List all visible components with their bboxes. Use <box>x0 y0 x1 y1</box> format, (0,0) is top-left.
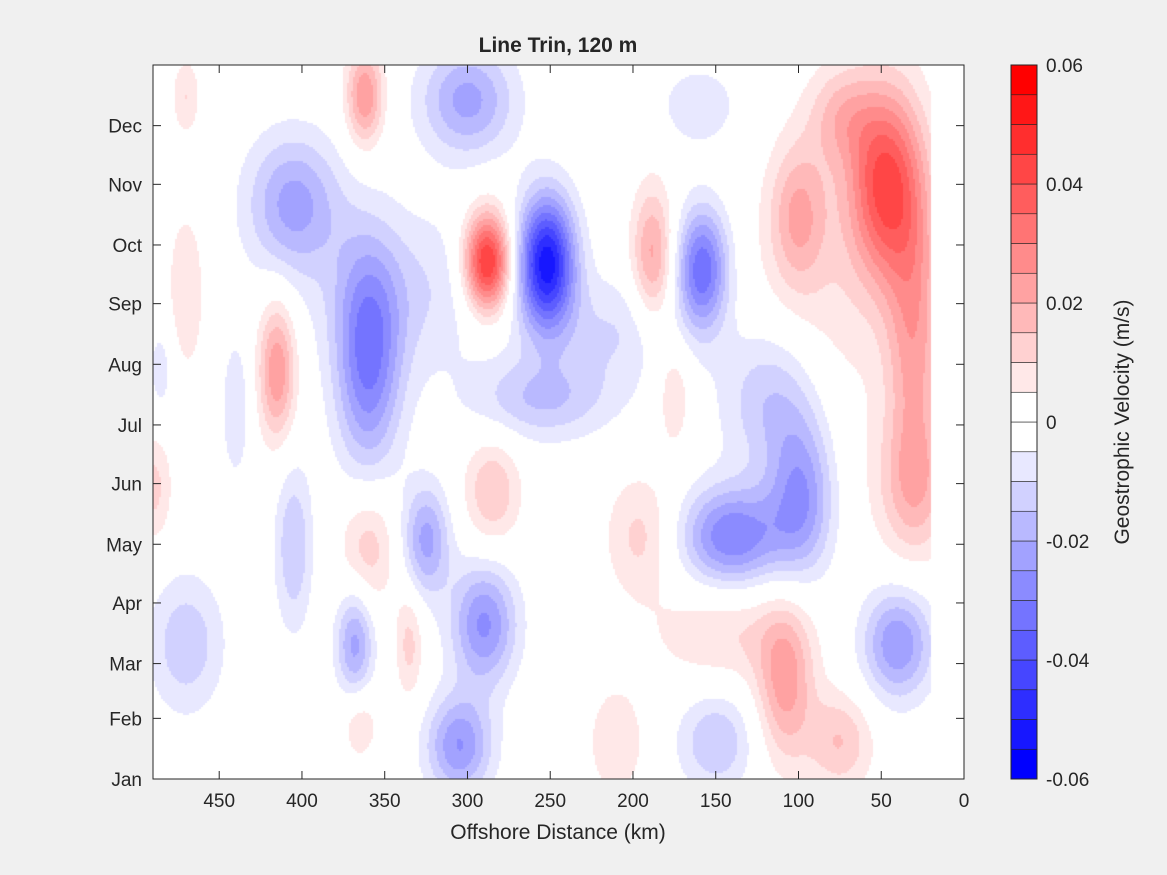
colorbar-level <box>1010 570 1038 601</box>
y-tick-label: Jul <box>118 416 142 437</box>
y-axis-tick-labels: Jan Feb Mar Apr May Jun Jul Aug Sep Oct Nov Dec <box>106 117 143 791</box>
colorbar-level <box>1010 213 1038 244</box>
colorbar-level <box>1010 391 1038 423</box>
colorbar-tick-label: 0 <box>1046 413 1057 434</box>
y-tick-label: Mar <box>109 655 142 676</box>
y-tick-label: Apr <box>112 594 142 615</box>
y-tick-label: Nov <box>108 175 142 196</box>
x-tick-label: 250 <box>534 791 566 812</box>
colorbar-level <box>1010 540 1038 572</box>
colorbar-level <box>1010 748 1038 780</box>
y-tick-label: Aug <box>108 355 142 376</box>
colorbar-tick-label: -0.02 <box>1046 532 1089 553</box>
colorbar-level <box>1010 243 1038 274</box>
colorbar-level <box>1010 64 1038 96</box>
x-tick-label: 50 <box>871 791 892 812</box>
colorbar-tick-label: 0.02 <box>1046 294 1083 315</box>
x-axis-label: Offshore Distance (km) <box>450 821 666 844</box>
colorbar-level <box>1010 332 1038 363</box>
x-axis-tick-labels: 0 50 100 150 200 250 300 350 400 450 <box>203 791 969 812</box>
colorbar-frame <box>1010 64 1038 780</box>
colorbar-level <box>1010 510 1038 542</box>
x-tick-label: 400 <box>286 791 318 812</box>
colorbar-level <box>1010 94 1038 125</box>
y-tick-label: Feb <box>109 709 142 730</box>
x-tick-label: 100 <box>783 791 815 812</box>
colorbar-level <box>1010 153 1038 185</box>
x-tick-label: 150 <box>700 791 732 812</box>
y-tick-label: May <box>106 535 142 556</box>
x-tick-label: 300 <box>452 791 484 812</box>
x-tick-label: 0 <box>959 791 970 812</box>
colorbar-level <box>1010 362 1038 393</box>
chart-title: Line Trin, 120 m <box>479 34 638 57</box>
colorbar-level <box>1010 629 1038 661</box>
y-tick-label: Jan <box>111 770 142 791</box>
y-tick-label: Dec <box>108 117 142 138</box>
x-tick-label: 200 <box>617 791 649 812</box>
colorbar-level <box>1010 481 1038 512</box>
y-tick-label: Sep <box>108 295 142 316</box>
contour-field <box>153 65 964 779</box>
colorbar-level <box>1010 719 1038 750</box>
colorbar <box>1010 64 1038 780</box>
y-tick-label: Jun <box>111 475 142 496</box>
colorbar-tick-label: 0.04 <box>1046 175 1083 196</box>
colorbar-level <box>1010 272 1038 304</box>
colorbar-level <box>1010 600 1038 631</box>
colorbar-level <box>1010 659 1038 691</box>
y-tick-label: Oct <box>112 236 142 257</box>
x-tick-label: 350 <box>369 791 401 812</box>
colorbar-level <box>1010 421 1038 453</box>
colorbar-level <box>1010 451 1038 482</box>
colorbar-tick-label: -0.04 <box>1046 651 1090 672</box>
colorbar-level <box>1010 124 1038 155</box>
plot-frame <box>152 64 965 780</box>
colorbar-level <box>1010 689 1038 720</box>
colorbar-tick-label: 0.06 <box>1046 56 1083 77</box>
colorbar-level <box>1010 302 1038 334</box>
colorbar-tick-label: -0.06 <box>1046 770 1089 791</box>
colorbar-level <box>1010 183 1038 215</box>
colorbar-tick-labels: 0.06 0.04 0.02 0 -0.02 -0.04 -0.06 <box>1046 56 1090 791</box>
colorbar-label: Geostrophic Velocity (m/s) <box>1111 299 1134 544</box>
x-tick-label: 450 <box>203 791 235 812</box>
